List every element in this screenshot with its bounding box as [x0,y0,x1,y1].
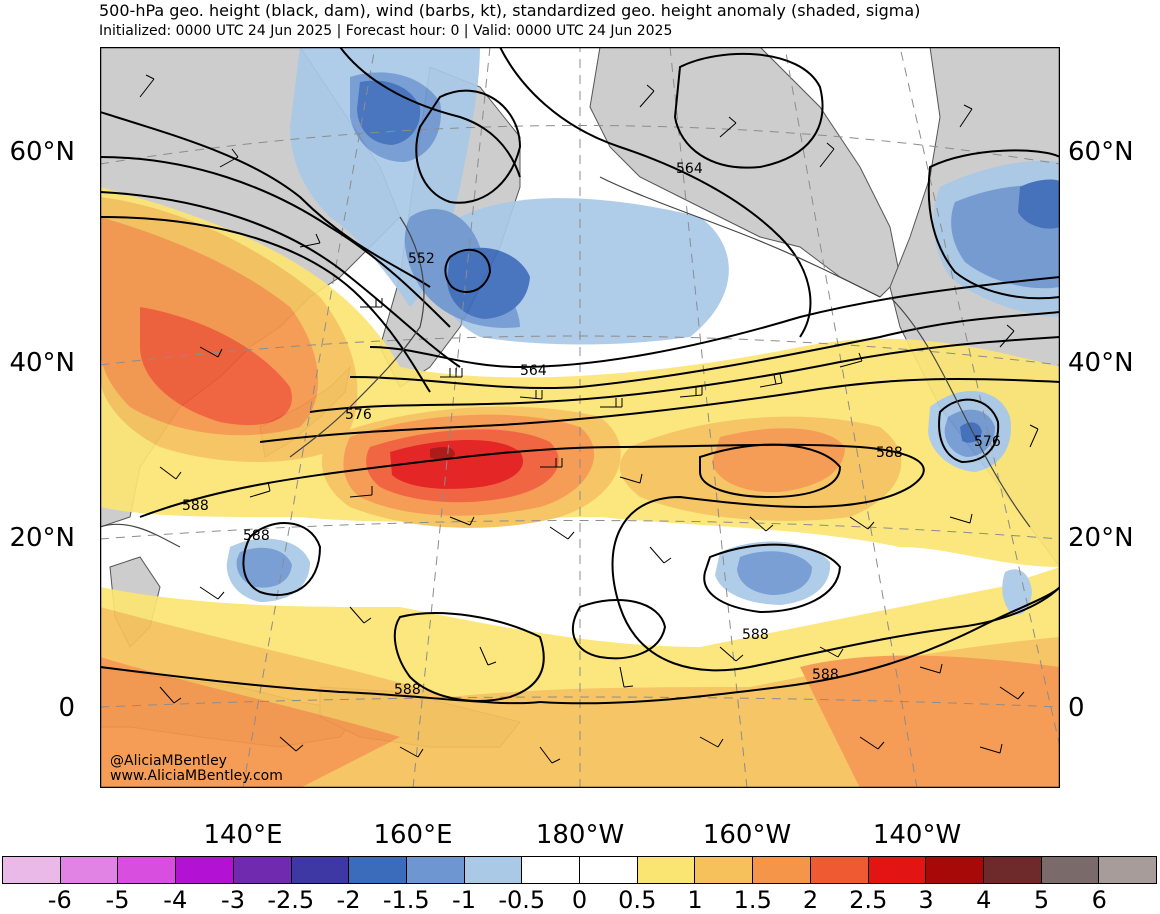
colorbar-tick-label: 1.5 [733,886,772,914]
colorbar-swatch [753,857,811,883]
colorbar-tick-label: -6 [47,886,72,914]
colorbar-tick-label: -1 [452,886,476,914]
contour-label: 564 [676,161,703,177]
contour-label: 588 [812,667,839,683]
height-contours [100,47,1060,705]
lat-label-20n-right: 20°N [1068,523,1134,553]
colorbar-tick-label: -1.5 [382,886,430,914]
watermark: @AliciaMBentley www.AliciaMBentley.com [110,753,283,784]
lon-label-140e: 140°E [203,820,283,850]
graticule [100,47,1060,788]
colorbar-swatch [1099,857,1157,883]
watermark-url: www.AliciaMBentley.com [110,768,283,784]
colorbar-swatch [464,857,523,883]
contour-label: 576 [974,434,1001,450]
colorbar-tick-label: 4 [976,886,992,914]
contour-label: 564 [520,363,547,379]
colorbar-tick-label: 3 [918,886,934,914]
lat-label-60n: 60°N [9,137,75,167]
lat-label-0-right: 0 [1068,693,1085,723]
colorbar-tick-label: -2.5 [267,886,315,914]
colorbar-tick-label: 0 [571,886,588,914]
colorbar-swatch [1041,857,1100,883]
colorbar-tick-label: -2 [336,886,361,914]
contour-label: 552 [408,251,435,267]
contour-label: 588 [243,528,270,544]
colorbar-swatch [983,857,1042,883]
colorbar-tick-label: 0.5 [618,886,657,914]
colorbar-swatch [3,857,61,883]
colorbar-tick-label: 1 [687,886,703,914]
colorbar-swatch [522,857,581,883]
colorbar-tick-label: 5 [1033,886,1050,914]
lat-label-60n-right: 60°N [1068,137,1134,167]
colorbar-tick-label: -4 [163,886,188,914]
colorbar-swatch [233,857,292,883]
lat-label-40n: 40°N [9,348,75,378]
map-panel: 564 552 564 576 588 588 588 588 588 588 … [100,47,1060,788]
colorbar-swatch [695,857,754,883]
contour-label: 576 [345,407,372,423]
colorbar-tick-label: -0.5 [498,886,546,914]
watermark-handle: @AliciaMBentley [110,753,227,769]
colorbar-tick-label: 2.5 [849,886,888,914]
colorbar-swatch [580,857,638,883]
contour-label: 588 [742,627,769,643]
lat-label-40n-right: 40°N [1068,348,1134,378]
colorbar-swatch [868,857,927,883]
colorbar-swatch [406,857,465,883]
lat-label-0: 0 [58,693,75,723]
colorbar-swatch [176,857,234,883]
lon-label-160e: 160°E [373,820,453,850]
anomaly-colorbar [2,856,1157,884]
lon-label-180w: 180°W [535,820,625,850]
colorbar-swatch [349,857,407,883]
colorbar-tick-label: -5 [105,886,130,914]
colorbar-tick-label: -3 [221,886,245,914]
colorbar-swatch [637,857,696,883]
contour-labels: 564 552 564 576 588 588 588 588 588 588 … [182,161,1001,698]
colorbar-swatch [810,857,869,883]
lat-label-20n: 20°N [9,523,75,553]
colorbar-swatch [291,857,350,883]
colorbar-tick-label: 2 [802,886,819,914]
lon-label-160w: 160°W [702,820,792,850]
contour-label: 588 [876,445,903,461]
map-title: 500-hPa geo. height (black, dam), wind (… [99,1,921,20]
contour-label: 588 [394,682,421,698]
colorbar-tick-label: 6 [1091,886,1107,914]
map-frame [100,47,1060,788]
colorbar-swatch [60,857,119,883]
lon-label-140w: 140°W [872,820,962,850]
colorbar-swatch [118,857,177,883]
map-subtitle: Initialized: 0000 UTC 24 Jun 2025 | Fore… [99,23,673,39]
colorbar-swatch [926,857,984,883]
contour-label: 588 [182,498,209,514]
coastlines [100,176,1031,548]
wind-barbs [139,74,1039,764]
